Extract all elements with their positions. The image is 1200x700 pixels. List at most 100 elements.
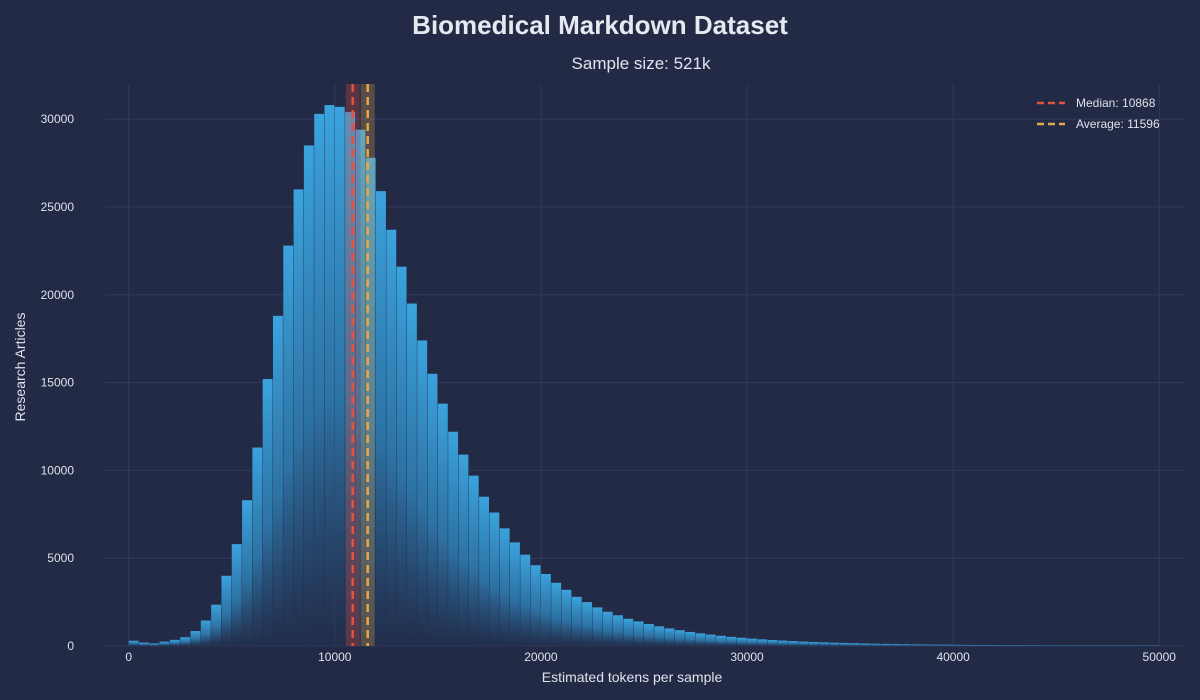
histogram-bar bbox=[777, 640, 788, 646]
x-tick-labels: 0 10000 20000 30000 40000 50000 bbox=[125, 650, 1176, 664]
histogram-bar bbox=[355, 129, 366, 647]
histogram-bar bbox=[427, 373, 438, 646]
histogram-bar bbox=[479, 496, 489, 646]
histogram-bar bbox=[242, 500, 252, 646]
histogram-bar bbox=[1035, 645, 1046, 646]
histogram-bar bbox=[510, 542, 520, 646]
y-tick-label: 10000 bbox=[41, 463, 75, 477]
histogram-bar bbox=[211, 604, 222, 646]
histogram-bar bbox=[386, 229, 397, 647]
histogram-bar bbox=[1148, 645, 1159, 647]
histogram-bar bbox=[705, 634, 716, 646]
histogram-bar bbox=[334, 106, 345, 647]
histogram-bar bbox=[788, 641, 799, 646]
histogram-bar bbox=[1097, 645, 1108, 647]
histogram-bar bbox=[1118, 645, 1128, 647]
y-axis-label: Research Articles bbox=[12, 313, 28, 422]
histogram-bar bbox=[860, 643, 871, 646]
x-tick-label: 50000 bbox=[1143, 650, 1177, 664]
histogram-bar bbox=[551, 582, 562, 646]
histogram-bar bbox=[262, 379, 273, 646]
chart-title: Biomedical Markdown Dataset bbox=[412, 10, 788, 40]
histogram-bar bbox=[798, 641, 809, 646]
y-tick-label: 15000 bbox=[41, 376, 75, 390]
histogram-bar bbox=[1056, 645, 1067, 646]
y-tick-labels: 0 5000 10000 15000 20000 25000 30000 bbox=[41, 112, 75, 653]
histogram-bar bbox=[994, 645, 1005, 646]
histogram-bar bbox=[613, 615, 623, 646]
histogram-bar bbox=[582, 602, 593, 646]
histogram-bar bbox=[252, 447, 263, 646]
histogram-bar bbox=[149, 643, 160, 646]
histogram-bar bbox=[592, 607, 603, 646]
histogram-bar bbox=[231, 544, 242, 646]
histogram-bar bbox=[1066, 645, 1077, 647]
histogram-bar bbox=[932, 644, 943, 646]
histogram-bar bbox=[984, 645, 994, 646]
histogram-bar bbox=[458, 454, 469, 646]
reference-lines bbox=[345, 84, 375, 646]
histogram-bar bbox=[973, 645, 984, 646]
histogram-bar bbox=[200, 620, 211, 646]
histogram-bar bbox=[654, 626, 665, 646]
histogram-bar bbox=[963, 644, 974, 646]
y-tick-label: 25000 bbox=[41, 200, 75, 214]
histogram-bar bbox=[736, 637, 747, 646]
histogram-bar bbox=[1128, 645, 1139, 647]
x-axis-label: Estimated tokens per sample bbox=[542, 669, 723, 685]
histogram-bar bbox=[489, 512, 500, 646]
histogram-bar bbox=[726, 636, 737, 646]
y-tick-label: 20000 bbox=[41, 288, 75, 302]
histogram-bar bbox=[448, 431, 459, 646]
histogram-bar bbox=[417, 340, 428, 646]
histogram-bar bbox=[1025, 645, 1036, 646]
histogram-bar bbox=[314, 113, 325, 646]
histogram-bar bbox=[345, 112, 356, 647]
histogram-bar bbox=[1004, 645, 1015, 646]
histogram-bar bbox=[747, 638, 757, 646]
histogram-bar bbox=[664, 628, 675, 646]
histogram-bar bbox=[633, 621, 644, 646]
x-tick-label: 0 bbox=[125, 650, 132, 664]
histogram-bar bbox=[365, 157, 376, 646]
x-tick-label: 30000 bbox=[730, 650, 764, 664]
histogram-bar bbox=[324, 105, 335, 646]
histogram-bar bbox=[839, 642, 850, 646]
histogram-bar bbox=[1045, 645, 1056, 646]
y-tick-label: 0 bbox=[67, 639, 74, 653]
histogram-bar bbox=[1138, 645, 1149, 647]
histogram-bar bbox=[520, 554, 531, 646]
x-tick-label: 20000 bbox=[524, 650, 558, 664]
histogram-bar bbox=[716, 635, 727, 646]
histogram-bar bbox=[602, 611, 613, 646]
histogram-bar bbox=[808, 641, 819, 646]
histogram-bar bbox=[561, 589, 572, 646]
histogram-bar bbox=[190, 631, 201, 646]
histogram-bar bbox=[850, 643, 860, 646]
histogram-bar bbox=[643, 624, 654, 646]
histogram-bar bbox=[283, 245, 294, 646]
histogram-bar bbox=[1107, 645, 1118, 647]
histogram-bar bbox=[128, 640, 139, 646]
x-tick-label: 10000 bbox=[318, 650, 352, 664]
histogram-bars bbox=[128, 105, 1159, 647]
histogram-bar bbox=[819, 642, 830, 646]
histogram-bar bbox=[468, 475, 479, 646]
legend-average-label: Average: 11596 bbox=[1076, 117, 1160, 131]
histogram-bar bbox=[169, 639, 180, 646]
histogram-bar bbox=[829, 642, 840, 646]
y-tick-label: 5000 bbox=[47, 551, 74, 565]
histogram-bar bbox=[901, 644, 912, 646]
histogram-bar bbox=[1014, 645, 1025, 646]
histogram-bar bbox=[571, 596, 582, 646]
histogram-bar bbox=[499, 528, 510, 646]
histogram-bar bbox=[1087, 645, 1098, 647]
histogram-bar bbox=[139, 642, 149, 646]
legend: Median: 10868 Average: 11596 bbox=[1037, 96, 1160, 131]
histogram-bar bbox=[870, 643, 881, 646]
histogram-bar bbox=[437, 403, 448, 646]
histogram-bar bbox=[757, 639, 768, 646]
histogram-bar bbox=[272, 315, 283, 646]
histogram-bar bbox=[1076, 645, 1087, 647]
histogram-bar bbox=[396, 266, 407, 646]
